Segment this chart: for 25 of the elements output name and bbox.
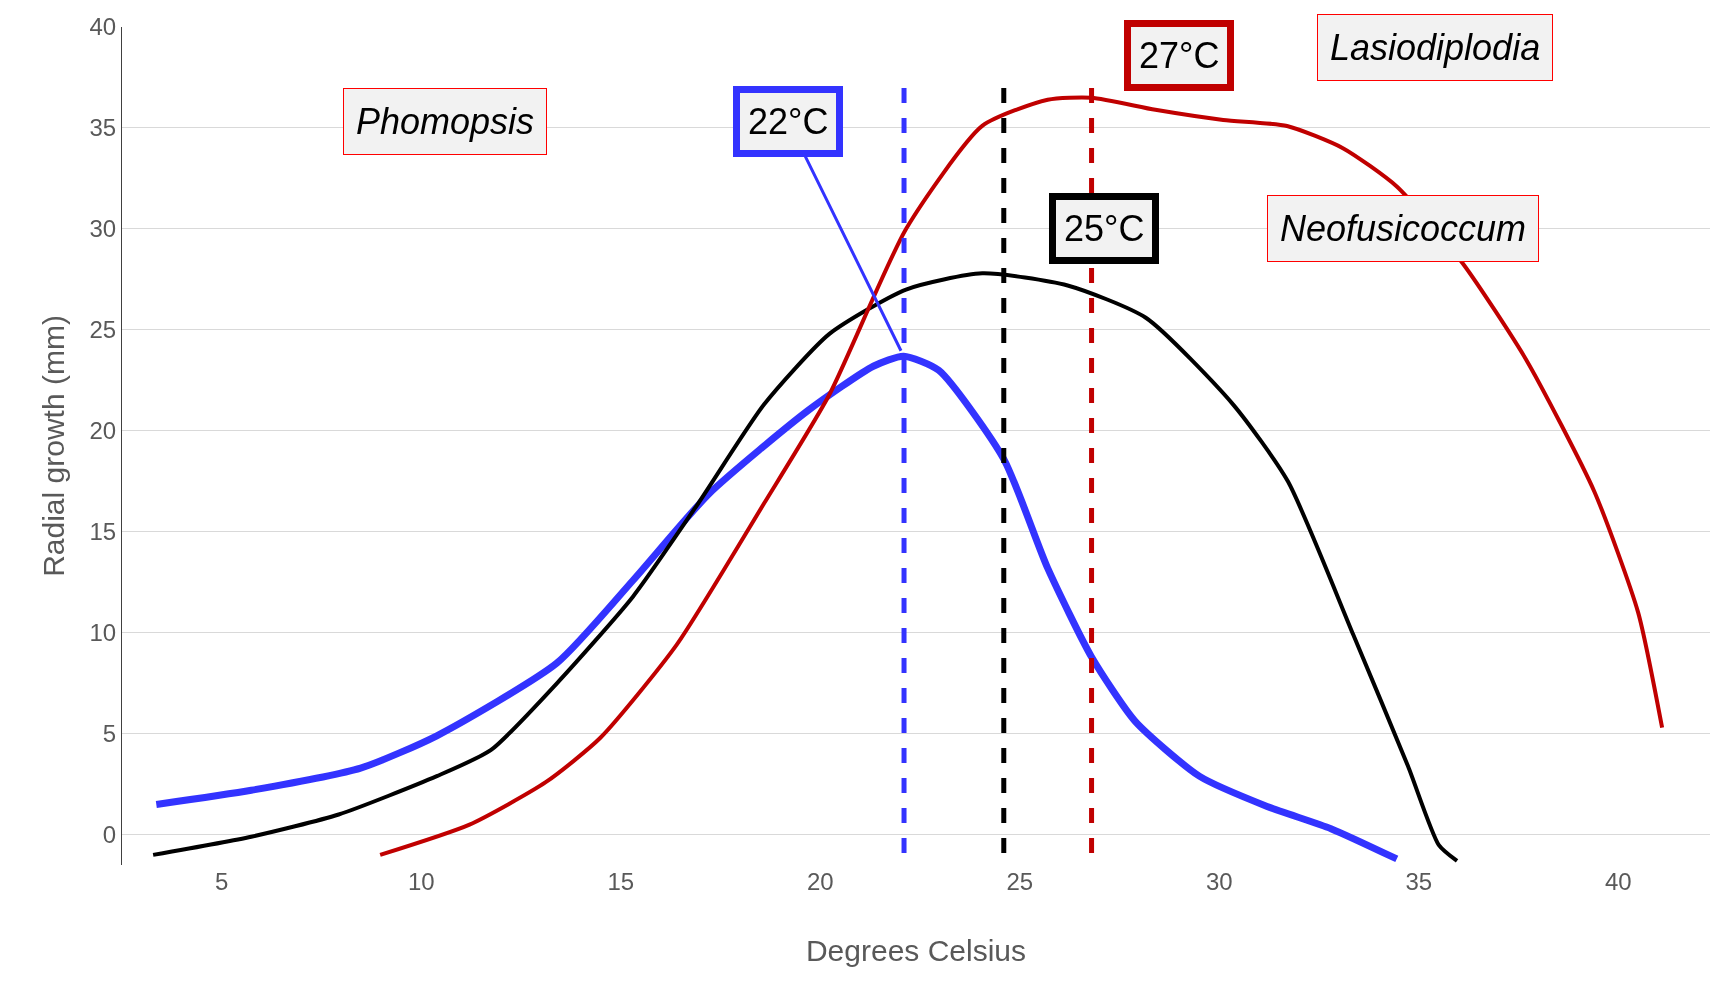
x-tick-label: 5 (215, 868, 229, 895)
y-tick-label: 10 (89, 619, 117, 647)
x-axis-title: Degrees Celsius (805, 933, 1027, 967)
y-tick-label: 20 (89, 417, 117, 445)
ref-line-label: 27°C (1139, 35, 1220, 76)
x-tick-label: 20 (806, 868, 834, 895)
x-tick-label: 10 (407, 868, 435, 895)
y-tick-label: 30 (89, 215, 117, 243)
x-tick-label: 40 (1604, 868, 1632, 895)
x-tick-label: 30 (1205, 868, 1233, 895)
annotation: Lasiodiplodia (1330, 27, 1541, 68)
x-tick-label: 25 (1006, 868, 1034, 895)
ref-line-label: 25°C (1064, 208, 1145, 249)
y-tick-label: 25 (89, 316, 117, 344)
y-tick-label: 40 (89, 13, 117, 41)
ref-line-label: 22°C (748, 101, 829, 142)
annotation: Phomopsis (356, 101, 535, 142)
y-axis-title: Radial growth (mm) (37, 315, 71, 577)
y-tick-label: 0 (102, 821, 117, 849)
y-tick-label: 5 (102, 720, 117, 748)
annotation: Neofusicoccum (1280, 208, 1527, 249)
x-tick-label: 15 (607, 868, 635, 895)
y-tick-label: 35 (89, 114, 117, 142)
x-tick-label: 35 (1405, 868, 1433, 895)
y-tick-label: 15 (89, 518, 117, 546)
